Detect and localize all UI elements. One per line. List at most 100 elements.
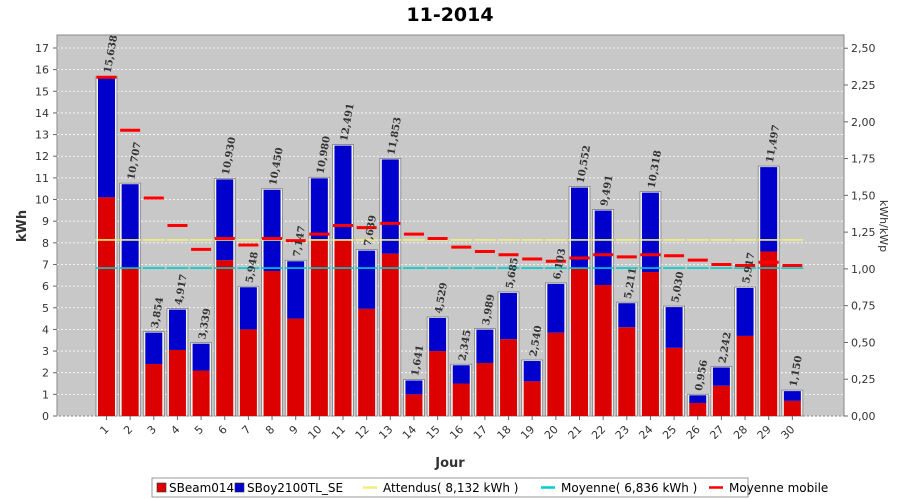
legend-label: Attendus( 8,132 kWh ) <box>383 481 518 495</box>
bar-sboy2100tl-se <box>310 178 328 241</box>
x-tick-label: 13 <box>376 423 395 442</box>
legend-label: Moyenne mobile <box>729 481 828 495</box>
bar-sboy2100tl-se <box>239 287 257 330</box>
bar-total-label: 0,956 <box>694 359 710 392</box>
right-tick-label: 1,75 <box>851 153 876 166</box>
bar-sbeam014 <box>121 267 139 416</box>
y-tick-label: 2 <box>42 367 49 380</box>
bar-sbeam014 <box>334 240 352 416</box>
x-tick-label: 15 <box>424 423 443 442</box>
x-tick-label: 30 <box>778 423 797 442</box>
bar-sboy2100tl-se <box>121 184 139 268</box>
x-tick-label: 1 <box>97 423 111 437</box>
right-tick-label: 2,00 <box>851 116 876 129</box>
bar-sboy2100tl-se <box>476 329 494 363</box>
bar-sbeam014 <box>429 351 447 416</box>
y-tick-label: 6 <box>42 280 49 293</box>
bar-sbeam014 <box>192 370 210 416</box>
bar-sbeam014 <box>618 327 636 416</box>
bar-total-label: 5,211 <box>623 267 639 300</box>
bar-sboy2100tl-se <box>571 187 588 269</box>
moving-average-marks <box>96 75 803 268</box>
legend-box <box>151 477 749 498</box>
legend-swatch <box>156 482 167 493</box>
y-tick-label: 0 <box>42 410 49 423</box>
bar-sbeam014 <box>452 383 470 416</box>
bar-sbeam014 <box>641 272 659 416</box>
bar-sbeam014 <box>263 270 281 416</box>
bar-sboy2100tl-se <box>98 77 115 198</box>
right-axis-label: kWh/kWp <box>877 200 890 252</box>
bar-total-label: 5,030 <box>670 271 686 304</box>
y-axis-label: kWh <box>15 210 30 242</box>
reference-lines <box>95 239 804 269</box>
bar-sbeam014 <box>783 400 801 416</box>
bar-sbeam014 <box>712 385 730 416</box>
x-tick-label: 27 <box>707 423 726 442</box>
bar-total-label: 3,854 <box>150 296 166 329</box>
bar-total-label: 5,917 <box>741 252 757 285</box>
bar-total-label: 5,948 <box>245 251 261 284</box>
bar-sboy2100tl-se <box>547 283 565 333</box>
bar-sboy2100tl-se <box>216 179 234 261</box>
chart-title: 11-2014 <box>406 4 493 26</box>
x-tick-label: 2 <box>121 423 135 437</box>
bar-sboy2100tl-se <box>287 261 305 319</box>
bar-sboy2100tl-se <box>665 307 683 348</box>
bar-total-label: 4,529 <box>434 282 450 315</box>
right-tick-label: 1,50 <box>851 189 876 202</box>
bar-sboy2100tl-se <box>263 189 281 271</box>
y-tick-label: 3 <box>42 345 49 358</box>
right-tick-label: 0,25 <box>851 373 876 386</box>
x-tick-label: 23 <box>613 423 632 442</box>
y-tick-label: 7 <box>42 258 49 271</box>
bar-sboy2100tl-se <box>145 332 163 365</box>
x-tick-label: 28 <box>731 423 750 442</box>
bar-sboy2100tl-se <box>594 210 612 286</box>
bar-sboy2100tl-se <box>618 303 636 328</box>
bar-sbeam014 <box>523 381 541 416</box>
x-tick-label: 17 <box>471 423 490 442</box>
x-tick-label: 7 <box>239 423 253 437</box>
bar-sbeam014 <box>216 260 234 416</box>
bar-sboy2100tl-se <box>168 309 186 350</box>
bar-total-label: 3,989 <box>481 293 497 326</box>
bar-sboy2100tl-se <box>334 145 352 241</box>
x-tick-label: 20 <box>542 423 561 442</box>
right-axis-ticks: 0,00 0,25 0,50 0,75 1,00 1,25 1,50 1,75 2,00 2,25… <box>844 42 876 423</box>
legend-label: Moyenne( 6,836 kWh ) <box>561 481 697 495</box>
bar-sboy2100tl-se <box>452 365 470 384</box>
x-tick-label: 12 <box>353 423 372 442</box>
x-tick-label: 26 <box>684 423 703 442</box>
y-tick-label: 15 <box>35 85 49 98</box>
bar-total-label: 2,540 <box>528 325 544 358</box>
bar-sbeam014 <box>547 332 565 416</box>
y-tick-label: 14 <box>35 107 49 120</box>
bar-sboy2100tl-se <box>405 380 423 395</box>
bar-sbeam014 <box>594 285 612 416</box>
y-tick-label: 1 <box>42 388 49 401</box>
x-tick-label: 4 <box>168 423 182 437</box>
y-tick-label: 11 <box>35 172 49 185</box>
bar-sbeam014 <box>736 335 754 416</box>
right-tick-label: 2,25 <box>851 79 876 92</box>
bar-sboy2100tl-se <box>358 250 376 309</box>
bar-sboy2100tl-se <box>760 167 778 252</box>
bar-total-label: 4,917 <box>174 273 190 306</box>
y-tick-label: 17 <box>35 42 49 55</box>
right-tick-label: 0,00 <box>851 410 876 423</box>
x-tick-label: 29 <box>755 423 774 442</box>
bar-total-label: 5,685 <box>505 257 521 290</box>
bar-sbeam014 <box>571 268 588 416</box>
bar-sbeam014 <box>287 318 305 416</box>
y-tick-label: 8 <box>42 237 49 250</box>
y-tick-label: 12 <box>35 150 49 163</box>
bar-total-label: 7,147 <box>292 225 308 258</box>
bar-sboy2100tl-se <box>192 343 210 371</box>
bar-total-label: 9,491 <box>599 174 615 207</box>
bar-sbeam014 <box>358 308 376 416</box>
x-tick-label: 18 <box>495 423 514 442</box>
x-tick-label: 3 <box>145 423 159 437</box>
x-tick-label: 5 <box>192 423 206 437</box>
